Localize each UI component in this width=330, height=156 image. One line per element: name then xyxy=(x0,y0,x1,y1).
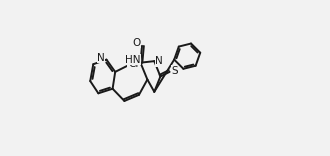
Text: HN: HN xyxy=(125,55,141,65)
Text: O: O xyxy=(132,38,141,48)
Text: N: N xyxy=(97,53,105,63)
Text: S: S xyxy=(171,66,178,76)
Text: Cl: Cl xyxy=(128,59,138,69)
Text: N: N xyxy=(155,56,163,66)
